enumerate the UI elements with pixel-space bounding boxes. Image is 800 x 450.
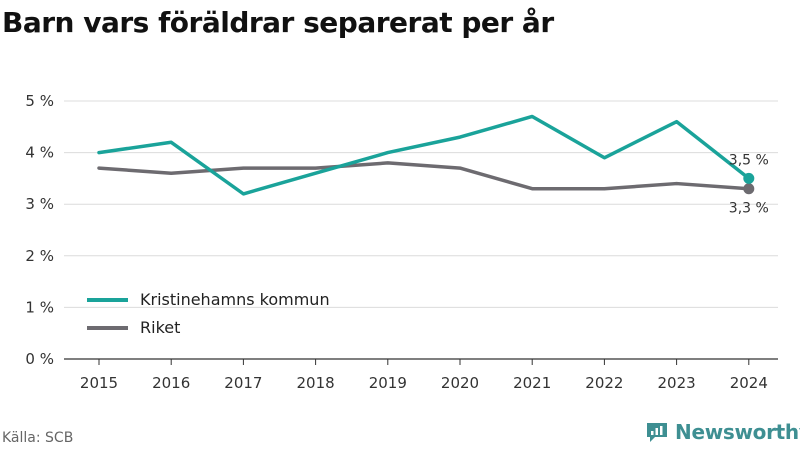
x-tick-labels: 2015 2016 2017 2018 2019 2020 2021 2022 2023 2024 bbox=[80, 359, 768, 392]
y-tick-label: 5 % bbox=[25, 92, 54, 110]
series-lines: 3,3 % 3,5 % bbox=[97, 114, 769, 217]
legend-label: Kristinehamns kommun bbox=[140, 290, 330, 309]
y-tick-label: 2 % bbox=[25, 247, 54, 265]
legend: Kristinehamns kommun Riket bbox=[87, 290, 330, 337]
x-tick-label: 2020 bbox=[441, 374, 479, 392]
source-note: Källa: SCB bbox=[2, 430, 74, 446]
series-line bbox=[97, 161, 751, 191]
x-tick-label: 2023 bbox=[658, 374, 696, 392]
x-tick-label: 2018 bbox=[297, 374, 335, 392]
end-point-marker bbox=[743, 183, 755, 195]
x-tick-label: 2017 bbox=[224, 374, 262, 392]
x-tick-label: 2015 bbox=[80, 374, 118, 392]
brand-logo: Newsworthy bbox=[645, 420, 800, 444]
series-line bbox=[97, 114, 751, 196]
y-tick-label: 4 % bbox=[25, 144, 54, 162]
grid-lines bbox=[64, 100, 778, 360]
brand-name: Newsworthy bbox=[675, 420, 800, 444]
y-tick-label: 0 % bbox=[25, 350, 54, 368]
end-value-label: 3,3 % bbox=[729, 201, 769, 217]
x-tick-label: 2024 bbox=[730, 374, 768, 392]
y-tick-label: 1 % bbox=[25, 298, 54, 316]
x-tick-label: 2021 bbox=[513, 374, 551, 392]
y-tick-label: 3 % bbox=[25, 195, 54, 213]
legend-label: Riket bbox=[140, 318, 180, 337]
newsworthy-logo-icon bbox=[645, 420, 669, 444]
chart-title: Barn vars föräldrar separerat per år bbox=[2, 6, 554, 39]
x-tick-label: 2022 bbox=[585, 374, 623, 392]
x-tick-label: 2016 bbox=[152, 374, 190, 392]
x-tick-label: 2019 bbox=[369, 374, 407, 392]
end-point-marker bbox=[743, 172, 755, 184]
end-value-label: 3,5 % bbox=[729, 152, 769, 168]
y-tick-labels: 0 % 1 % 2 % 3 % 4 % 5 % bbox=[25, 92, 54, 368]
